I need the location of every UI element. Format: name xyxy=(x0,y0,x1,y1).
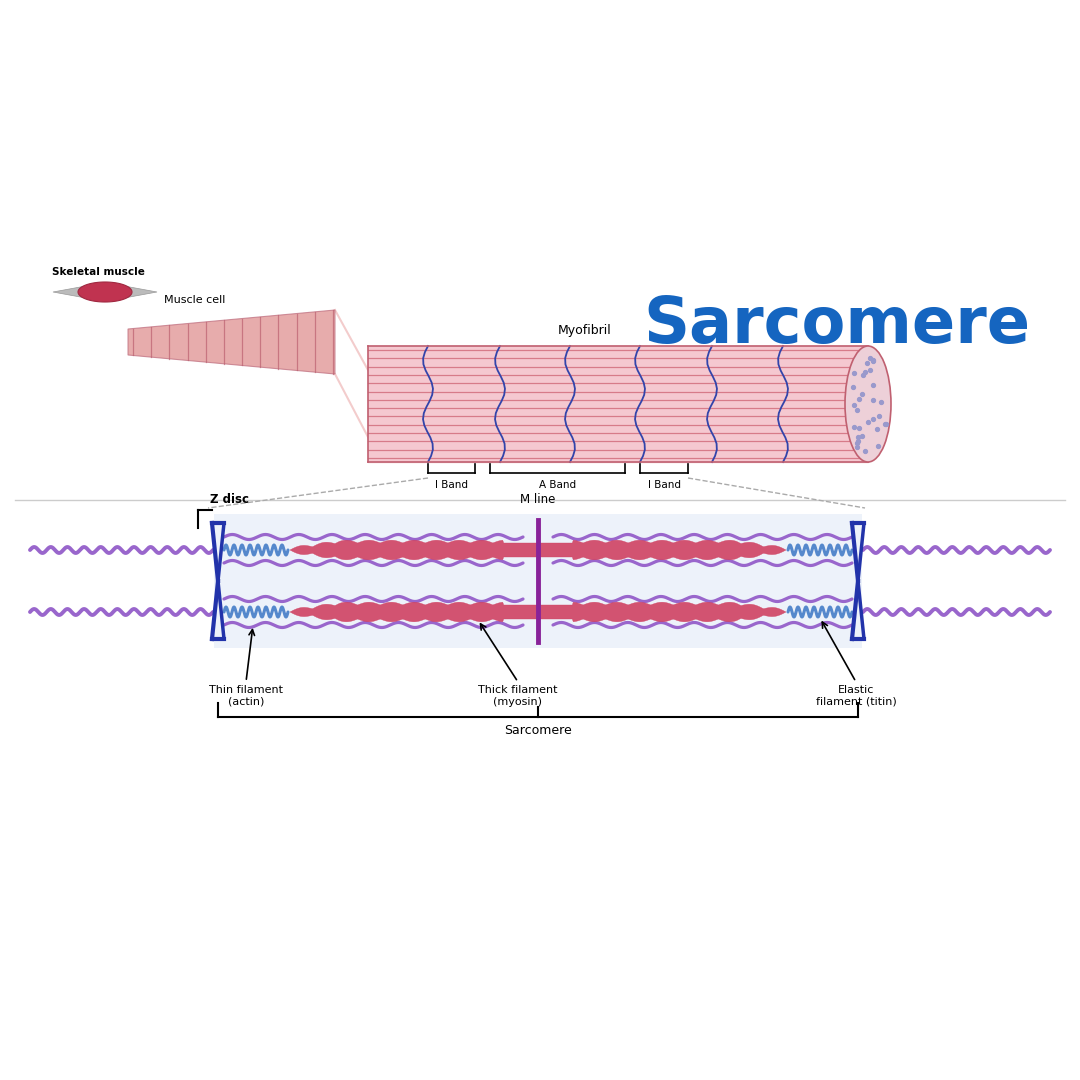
Polygon shape xyxy=(127,286,157,297)
Text: Thin filament
(actin): Thin filament (actin) xyxy=(210,685,283,706)
Polygon shape xyxy=(291,603,786,622)
Text: A Band: A Band xyxy=(539,480,576,490)
Text: Z disc: Z disc xyxy=(210,492,249,507)
Polygon shape xyxy=(129,310,335,374)
Text: Sarcomere: Sarcomere xyxy=(643,294,1030,356)
Text: Sarcomere: Sarcomere xyxy=(504,724,572,737)
Text: Elastic
filament (titin): Elastic filament (titin) xyxy=(815,685,896,706)
Text: M line: M line xyxy=(521,492,556,507)
Text: I Band: I Band xyxy=(435,480,468,490)
Polygon shape xyxy=(78,282,132,302)
Text: I Band: I Band xyxy=(648,480,680,490)
Polygon shape xyxy=(291,540,786,559)
Text: Thick filament
(myosin): Thick filament (myosin) xyxy=(478,685,557,706)
Text: Myofibril: Myofibril xyxy=(558,324,612,337)
Text: Muscle cell: Muscle cell xyxy=(164,295,226,305)
FancyBboxPatch shape xyxy=(214,514,862,648)
Text: Skeletal muscle: Skeletal muscle xyxy=(52,267,145,276)
Polygon shape xyxy=(53,286,83,297)
Ellipse shape xyxy=(845,346,891,462)
